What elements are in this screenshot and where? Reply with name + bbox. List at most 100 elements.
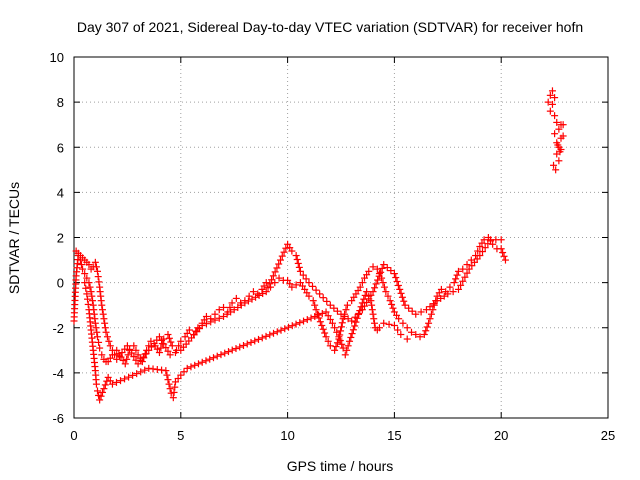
data-point: [437, 294, 445, 302]
data-point: [333, 328, 341, 336]
data-point: [316, 318, 324, 326]
data-point: [162, 344, 170, 352]
data-point: [559, 132, 567, 140]
data-point: [368, 301, 376, 309]
x-tick-label: 10: [280, 428, 294, 443]
data-point: [356, 307, 364, 315]
data-point: [326, 315, 334, 323]
data-point: [312, 306, 320, 314]
data-point: [123, 342, 131, 350]
data-point: [316, 290, 324, 298]
data-point: [336, 337, 344, 345]
data-point: [358, 299, 366, 307]
data-point: [175, 342, 183, 350]
data-point: [92, 263, 100, 271]
data-point: [397, 289, 405, 297]
data-point: [96, 344, 104, 352]
data-point: [248, 295, 256, 303]
data-point: [305, 292, 313, 300]
data-point: [98, 351, 106, 359]
data-point: [211, 310, 219, 318]
data-point: [220, 312, 228, 320]
data-point: [388, 300, 396, 308]
y-axis: -6 -4 -2 0 2 4 6 8 10: [50, 50, 608, 426]
data-point: [454, 285, 462, 293]
data-point: [137, 368, 145, 376]
data-point: [449, 288, 457, 296]
data-point: [318, 309, 326, 317]
data-point: [433, 297, 441, 305]
data-point: [285, 323, 293, 331]
data-point: [370, 315, 378, 323]
data-point: [497, 236, 505, 244]
data-point: [85, 261, 93, 269]
data-point: [300, 317, 308, 325]
data-point: [459, 277, 467, 285]
data-point: [403, 335, 411, 343]
data-point: [129, 371, 137, 379]
data-point: [117, 377, 125, 385]
y-tick-label: 10: [50, 50, 64, 65]
data-point: [255, 335, 263, 343]
data-point: [403, 324, 411, 332]
data-point: [365, 267, 373, 275]
data-point: [252, 293, 260, 301]
data-point: [296, 267, 304, 275]
data-point: [83, 274, 91, 282]
data-point: [400, 297, 408, 305]
data-point: [155, 333, 163, 341]
y-tick-label: 8: [57, 95, 64, 110]
data-point: [333, 307, 341, 315]
data-point: [476, 252, 484, 260]
data-point: [358, 279, 366, 287]
data-point: [373, 265, 381, 273]
data-point: [420, 331, 428, 339]
data-point: [168, 342, 176, 350]
data-point: [102, 328, 110, 336]
data-point: [412, 310, 420, 318]
data-point: [111, 351, 119, 359]
data-point: [554, 141, 562, 149]
data-point: [552, 166, 560, 174]
data-point: [370, 319, 378, 327]
data-point: [125, 373, 133, 381]
data-point: [380, 261, 388, 269]
data-point: [337, 310, 345, 318]
data-point: [546, 91, 554, 99]
data-point: [394, 281, 402, 289]
data-point: [375, 272, 383, 280]
data-point: [355, 310, 363, 318]
data-point: [326, 342, 334, 350]
data-point: [408, 307, 416, 315]
data-point: [158, 336, 166, 344]
y-tick-label: 0: [57, 276, 64, 291]
y-axis-label: SDTVAR / TECUs: [6, 182, 22, 294]
data-point: [393, 277, 401, 285]
y-tick-label: -4: [52, 366, 64, 381]
data-point: [180, 368, 188, 376]
data-point: [221, 349, 229, 357]
data-point: [344, 315, 352, 323]
data-point: [457, 281, 465, 289]
data-point: [548, 100, 556, 108]
data-point: [273, 264, 281, 272]
data-point: [293, 255, 301, 263]
data-point: [374, 276, 382, 284]
data-point: [170, 388, 178, 396]
data-point: [84, 300, 92, 308]
data-point: [164, 347, 172, 355]
data-point: [232, 345, 240, 353]
data-point: [171, 383, 179, 391]
data-point: [93, 328, 101, 336]
data-point: [288, 247, 296, 255]
y-tick-label: -6: [52, 411, 64, 426]
data-point: [223, 310, 231, 318]
data-point: [343, 301, 351, 309]
data-point: [312, 286, 320, 294]
data-point: [121, 375, 129, 383]
data-point: [426, 303, 434, 311]
data-point: [98, 388, 106, 396]
data-point: [194, 324, 202, 332]
y-tick-label: -2: [52, 321, 64, 336]
